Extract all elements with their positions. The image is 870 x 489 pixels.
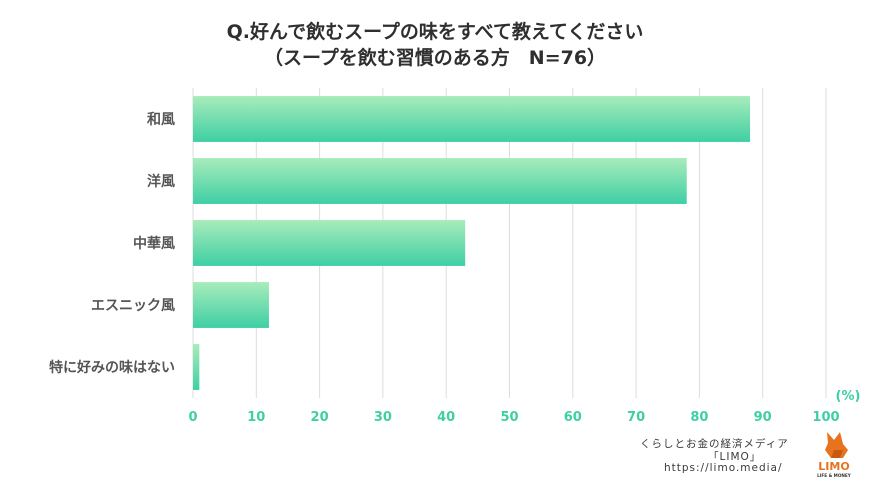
category-label: 和風	[147, 112, 175, 128]
x-tick-labels: 0 10 20 30 40 50 60 70 80 90 100	[188, 410, 839, 425]
x-tick-label: 60	[564, 410, 582, 425]
x-tick-label: 30	[374, 410, 392, 425]
unit-label: (%)	[836, 389, 861, 404]
x-tick-label: 70	[627, 410, 645, 425]
category-label: 洋風	[147, 173, 175, 190]
x-tick-label: 90	[754, 410, 772, 425]
x-tick-label: 50	[500, 410, 518, 425]
bars	[193, 96, 751, 390]
x-tick-label: 0	[188, 410, 197, 425]
credit-brand: 「LIMO」	[708, 451, 762, 463]
bar	[193, 220, 466, 266]
x-tick-label: 20	[311, 410, 329, 425]
x-tick-label: 100	[812, 410, 839, 425]
bar	[193, 282, 269, 328]
category-label: 中華風	[133, 235, 175, 252]
credit-tagline: くらしとお金の経済メディア	[640, 438, 789, 450]
bar	[193, 96, 751, 142]
bar	[193, 344, 200, 390]
x-tick-label: 10	[247, 410, 265, 425]
x-tick-label: 80	[690, 410, 708, 425]
limo-fox-logo-icon: LIMO LIFE & MONEY	[817, 432, 852, 478]
category-label: 特に好みの味はない	[49, 359, 175, 376]
chart-subtitle: （スープを飲む習慣のある方 N=76）	[263, 47, 607, 69]
chart-title: Q.好んで飲むスープの味をすべて教えてください	[226, 21, 644, 43]
logo-text: LIMO	[818, 460, 849, 473]
bar	[193, 158, 687, 204]
logo-tagline: LIFE & MONEY	[817, 473, 852, 478]
credit-url: https://limo.media/	[664, 462, 783, 474]
x-tick-label: 40	[437, 410, 455, 425]
category-label: エスニック風	[91, 298, 175, 314]
